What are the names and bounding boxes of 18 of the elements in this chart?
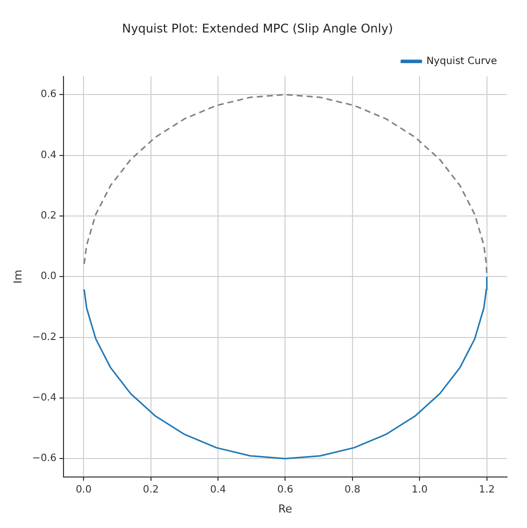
y-tick-label: −0.2: [32, 332, 56, 343]
x-tick-label: 1.2: [478, 484, 495, 496]
y-tick-label: 0.6: [40, 89, 56, 100]
x-tick-label: 1.0: [412, 484, 428, 496]
x-tick-label: 0.2: [142, 484, 159, 496]
y-tick-label: −0.6: [32, 453, 56, 464]
x-axis-title: Re: [278, 502, 292, 516]
x-tick-label: 0.6: [277, 484, 294, 496]
x-tick-label: 0.4: [210, 484, 226, 496]
y-tick-label: 0.4: [40, 150, 56, 161]
y-tick-label: 0.2: [40, 210, 56, 222]
y-axis-title: Im: [11, 270, 24, 284]
x-tick-label: 0.8: [344, 484, 360, 496]
chart-title: Nyquist Plot: Extended MPC (Slip Angle Only): [122, 21, 394, 36]
y-tick-label: −0.4: [32, 392, 56, 404]
y-tick-label: 0.0: [40, 271, 56, 282]
x-tick-label: 0.0: [76, 484, 92, 496]
legend-label: Nyquist Curve: [426, 56, 498, 67]
